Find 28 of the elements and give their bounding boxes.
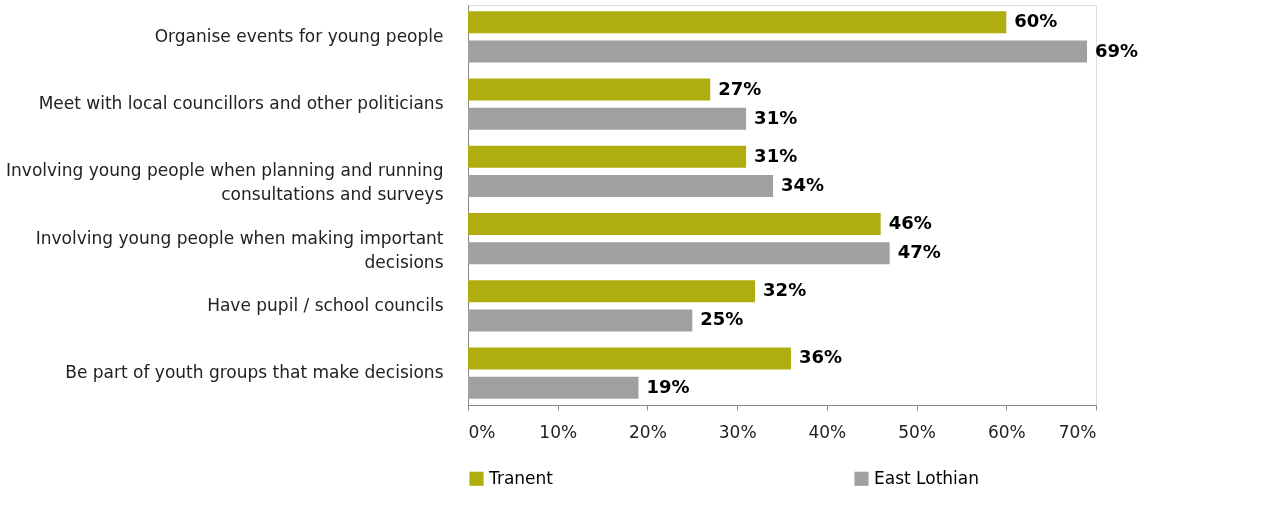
data-label: 46% [888,211,932,233]
x-tick-label: 10% [539,421,578,442]
x-tick-label: 30% [718,421,757,442]
y-tick-label: Be part of youth groups that make decisions [65,362,444,383]
x-tick-label: 20% [629,421,667,442]
data-label: 69% [1095,39,1139,61]
data-label: 27% [718,77,762,99]
data-label: 32% [763,279,807,301]
data-label: 34% [781,174,825,196]
data-label: 19% [646,375,690,397]
y-tick-label: Organise events for young people [154,25,444,46]
x-tick-label: 60% [987,421,1026,442]
x-tick-label: 0% [468,421,496,442]
legend-label: Tranent [488,467,554,488]
y-tick-label: Involving young people when making important decisions [35,227,444,272]
data-label: 31% [754,144,798,166]
data-label: 36% [798,346,843,368]
y-tick-label: Involving young people when planning and running consultations and surveys [6,160,444,205]
x-tick-label: 40% [808,421,847,442]
y-tick-label: Meet with local councillors and other politicians [38,93,444,114]
data-label: 60% [1014,10,1058,32]
data-label: 31% [754,106,798,128]
y-tick-label: Have pupil / school councils [207,294,444,315]
data-label: 47% [897,241,941,263]
legend-label: East Lothian [874,467,980,488]
x-tick-label: 70% [1058,421,1097,442]
x-tick-label: 50% [898,421,936,442]
data-label: 25% [700,308,744,330]
